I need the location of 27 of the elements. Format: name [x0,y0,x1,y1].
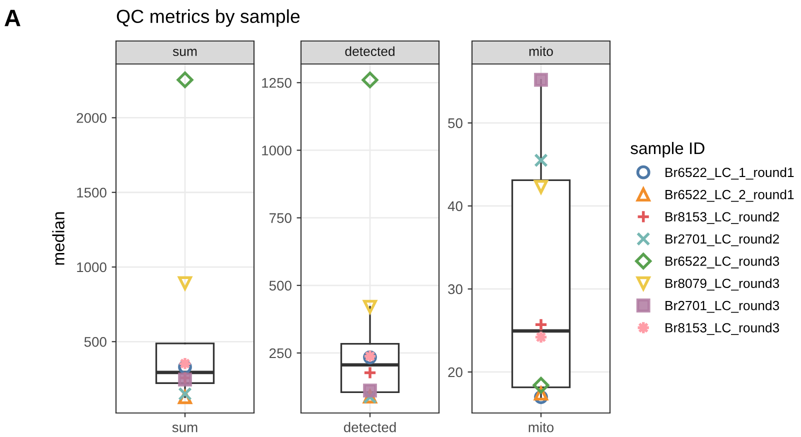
chart-title: detected [345,46,394,56]
y-tick-label: 1500 [77,188,106,198]
legend-label: Br6522_LC_round3 [666,256,780,268]
legend-label: Br8153_LC_round3 [666,322,780,335]
legend-label: Br6522_LC_1_round1 [666,167,794,180]
y-tick-label: 500 [269,280,292,291]
y-tick-label: 50 [448,118,462,128]
y-tick-label: 750 [270,213,292,223]
legend-title: sample ID [630,142,704,158]
y-tick-label: 500 [84,336,106,347]
text: QC metrics by sample [116,9,300,27]
legend-label: Br2701_LC_round2 [666,234,779,246]
y-tick-label: 30 [448,284,462,294]
chart-title: mito [529,46,553,56]
text: A [4,10,20,26]
legend-label: Br6522_LC_2_round1 [666,190,794,202]
y-tick-label: 2000 [76,113,106,123]
legend-label: Br8079_LC_round3 [666,278,780,291]
legend-label: Br8153_LC_round2 [666,212,779,224]
y-tick-label: 40 [448,201,462,212]
y-tick-label: 1000 [262,146,292,156]
y-tick-label: 1250 [262,78,292,88]
y-axis-title: median [52,212,64,265]
y-tick-label: 250 [270,348,292,358]
y-tick-label: 20 [448,367,462,378]
y-tick-label: 1000 [77,262,106,272]
legend-label: Br2701_LC_round3 [666,300,780,313]
